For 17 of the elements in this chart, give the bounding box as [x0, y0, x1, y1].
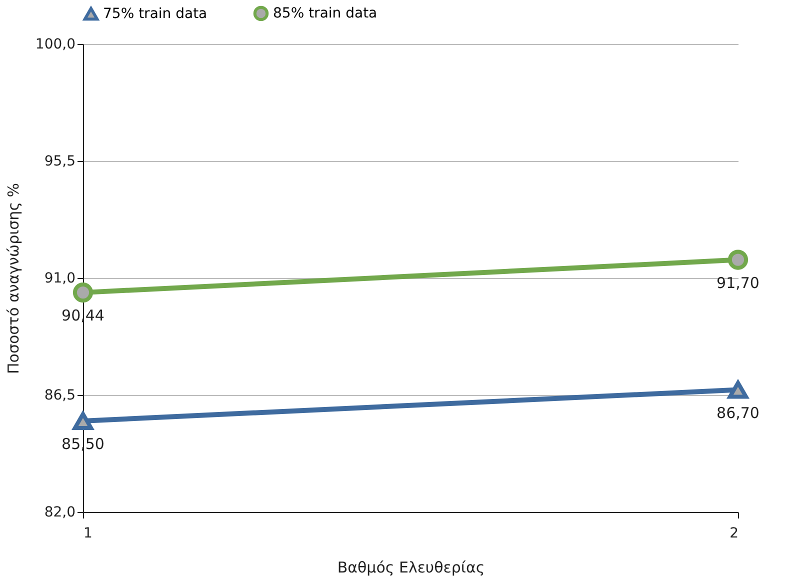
y-tick-label: 82,0: [44, 504, 76, 520]
point: [728, 250, 748, 270]
y-tick-label: 91,0: [44, 270, 76, 286]
point: [72, 412, 94, 430]
point: [728, 380, 748, 399]
data-label: 86,70: [716, 404, 760, 422]
x-tick-label: 2: [730, 526, 738, 542]
y-tick-label: 100,0: [35, 36, 76, 52]
legend-label: 85% train data: [273, 5, 378, 22]
x-axis-title: Βαθμός Ελευθερίας: [337, 558, 485, 576]
y-tick-label: 86,5: [44, 388, 76, 404]
point: [72, 282, 94, 303]
y-tick-label: 95,5: [44, 154, 76, 170]
y-axis-title: Ποσοστό αναγνώρισης %: [4, 182, 22, 374]
data-label: 91,70: [716, 274, 760, 292]
legend-label: 75% train data: [103, 6, 208, 22]
x-tick-label: 1: [84, 526, 92, 542]
